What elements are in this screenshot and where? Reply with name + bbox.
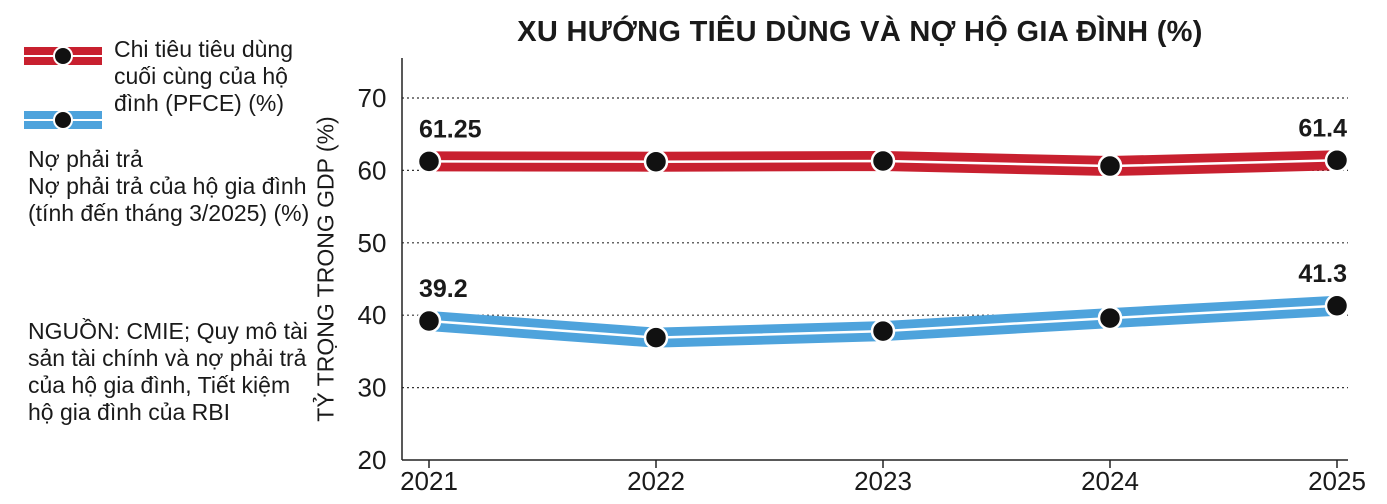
source-note: NGUỒN: CMIE; Quy mô tài sản tài chính và… bbox=[28, 318, 308, 425]
x-tick-label-2022: 2022 bbox=[627, 466, 685, 496]
legend: Chi tiêu tiêu dùng cuối cùng của hộ đình… bbox=[22, 36, 322, 117]
y-tick-label-40: 40 bbox=[358, 300, 387, 330]
series-1-point-2021 bbox=[416, 308, 442, 334]
series-1-point-2023 bbox=[870, 318, 896, 344]
legend-debt-notes: Nợ phải trả Nợ phải trả của hộ gia đình … bbox=[28, 146, 318, 227]
x-tick-label-2023: 2023 bbox=[854, 466, 912, 496]
debt-line-swatch-icon bbox=[24, 110, 102, 130]
x-tick-label-2024: 2024 bbox=[1081, 466, 1139, 496]
y-tick-label-60: 60 bbox=[358, 155, 387, 185]
y-tick-label-20: 20 bbox=[358, 445, 387, 475]
x-tick-label-2021: 2021 bbox=[400, 466, 458, 496]
pfce-line-swatch-icon bbox=[24, 46, 102, 66]
series-0-point-2024 bbox=[1097, 153, 1123, 179]
series-1-point-2024 bbox=[1097, 305, 1123, 331]
y-tick-label-70: 70 bbox=[358, 83, 387, 113]
series-0-point-2021 bbox=[416, 149, 442, 174]
y-tick-label-30: 30 bbox=[358, 373, 387, 403]
series-0-point-2023 bbox=[870, 148, 896, 174]
data-label-1-2021: 39.2 bbox=[419, 275, 468, 303]
data-label-1-2025: 41.3 bbox=[1298, 260, 1347, 288]
data-label-0-2021: 61.25 bbox=[419, 115, 482, 143]
legend-item-pfce: Chi tiêu tiêu dùng cuối cùng của hộ đình… bbox=[22, 36, 322, 117]
chart-title: XU HƯỚNG TIÊU DÙNG VÀ NỢ HỘ GIA ĐÌNH (%) bbox=[517, 16, 1203, 48]
series-0-point-2022 bbox=[643, 149, 669, 174]
series-1-point-2025 bbox=[1324, 293, 1350, 319]
y-tick-label-50: 50 bbox=[358, 228, 387, 258]
series-1-point-2022 bbox=[643, 325, 669, 350]
x-tick-label-2025: 2025 bbox=[1308, 466, 1366, 496]
legend-label-debt: Nợ phải trả của hộ gia đình (tính đến th… bbox=[28, 173, 310, 226]
series-0-point-2025 bbox=[1324, 148, 1350, 173]
legend-label-debt-short: Nợ phải trả bbox=[28, 146, 143, 172]
legend-label-pfce: Chi tiêu tiêu dùng cuối cùng của hộ đình… bbox=[114, 36, 294, 116]
data-label-0-2025: 61.4 bbox=[1298, 114, 1347, 142]
